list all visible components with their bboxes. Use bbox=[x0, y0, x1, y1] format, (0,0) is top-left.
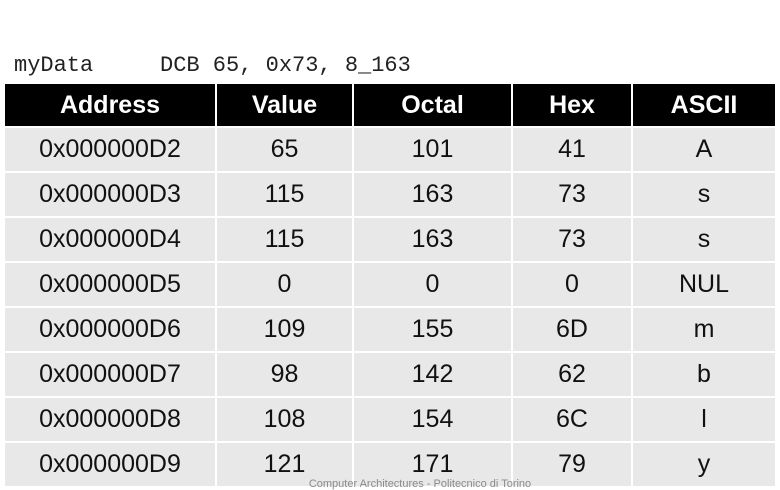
code-line-dcb: myData DCB 65, 0x73, 8_163 bbox=[14, 52, 411, 80]
code-dcb-directive: DCB 65, 0x73, 8_163 bbox=[160, 53, 411, 78]
table-row: 0x000000D5 0 0 0 NUL bbox=[5, 261, 775, 307]
cell-address: 0x000000D5 bbox=[5, 261, 216, 307]
code-label: myData bbox=[14, 53, 94, 78]
cell-value: 108 bbox=[215, 396, 353, 442]
table-row: 0x000000D7 98 142 62 b bbox=[5, 351, 775, 397]
table-row: 0x000000D9 121 171 79 y bbox=[5, 441, 775, 486]
memory-table: Address Value Octal Hex ASCII 0x000000D2… bbox=[5, 84, 775, 486]
cell-address: 0x000000D8 bbox=[5, 396, 216, 442]
cell-value: 115 bbox=[215, 171, 353, 217]
cell-hex: 6D bbox=[511, 306, 632, 352]
cell-value: 98 bbox=[215, 351, 353, 397]
cell-value: 115 bbox=[215, 216, 353, 262]
table-row: 0x000000D4 115 163 73 s bbox=[5, 216, 775, 262]
table-row: 0x000000D3 115 163 73 s bbox=[5, 171, 775, 217]
header-ascii: ASCII bbox=[631, 84, 775, 127]
cell-octal: 163 bbox=[352, 171, 512, 217]
cell-hex: 73 bbox=[511, 216, 632, 262]
table-row: 0x000000D8 108 154 6C l bbox=[5, 396, 775, 442]
table-row: 0x000000D2 65 101 41 A bbox=[5, 126, 775, 172]
cell-hex: 6C bbox=[511, 396, 632, 442]
cell-octal: 142 bbox=[352, 351, 512, 397]
slide-footer: Computer Architectures - Politecnico di … bbox=[308, 478, 532, 490]
cell-ascii: b bbox=[631, 351, 775, 397]
header-value: Value bbox=[215, 84, 353, 127]
cell-octal: 101 bbox=[352, 126, 512, 172]
cell-octal: 154 bbox=[352, 396, 512, 442]
header-address: Address bbox=[5, 84, 216, 127]
header-hex: Hex bbox=[511, 84, 632, 127]
cell-hex: 0 bbox=[511, 261, 632, 307]
cell-ascii: A bbox=[631, 126, 775, 172]
cell-address: 0x000000D2 bbox=[5, 126, 216, 172]
cell-hex: 73 bbox=[511, 171, 632, 217]
cell-ascii: m bbox=[631, 306, 775, 352]
cell-octal: 155 bbox=[352, 306, 512, 352]
cell-ascii: NUL bbox=[631, 261, 775, 307]
cell-hex: 62 bbox=[511, 351, 632, 397]
cell-address: 0x000000D7 bbox=[5, 351, 216, 397]
cell-ascii: l bbox=[631, 396, 775, 442]
cell-value: 65 bbox=[215, 126, 353, 172]
cell-ascii: s bbox=[631, 216, 775, 262]
cell-ascii: s bbox=[631, 171, 775, 217]
cell-hex: 79 bbox=[511, 441, 632, 486]
table-row: 0x000000D6 109 155 6D m bbox=[5, 306, 775, 352]
header-octal: Octal bbox=[352, 84, 512, 127]
cell-octal: 0 bbox=[352, 261, 512, 307]
cell-octal: 171 bbox=[352, 441, 512, 486]
cell-value: 109 bbox=[215, 306, 353, 352]
cell-value: 121 bbox=[215, 441, 353, 486]
cell-ascii: y bbox=[631, 441, 775, 486]
cell-address: 0x000000D3 bbox=[5, 171, 216, 217]
cell-hex: 41 bbox=[511, 126, 632, 172]
table-header-row: Address Value Octal Hex ASCII bbox=[5, 84, 775, 127]
cell-address: 0x000000D6 bbox=[5, 306, 216, 352]
cell-address: 0x000000D4 bbox=[5, 216, 216, 262]
cell-octal: 163 bbox=[352, 216, 512, 262]
cell-address: 0x000000D9 bbox=[5, 441, 216, 486]
cell-value: 0 bbox=[215, 261, 353, 307]
